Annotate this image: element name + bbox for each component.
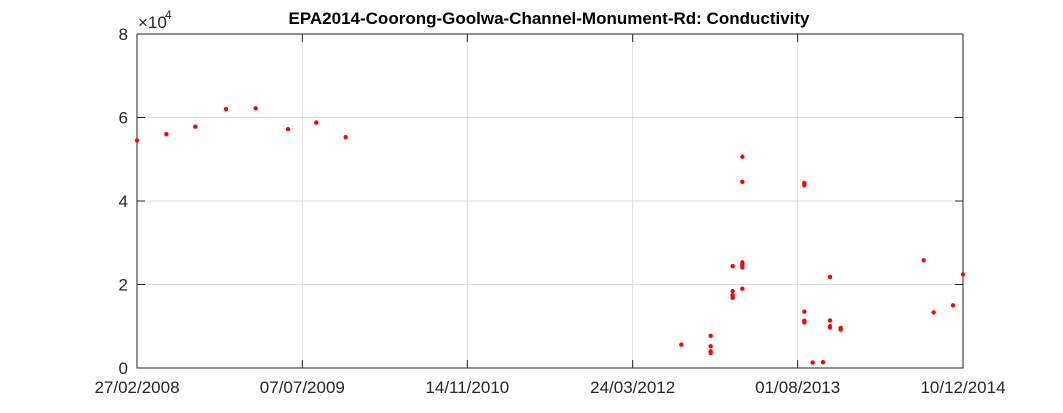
y-multiplier-exponent: 4 bbox=[165, 8, 172, 22]
data-point bbox=[820, 359, 826, 365]
data-point bbox=[931, 310, 936, 315]
data-point bbox=[950, 303, 956, 308]
data-point bbox=[134, 138, 140, 143]
data-point bbox=[708, 333, 713, 339]
chart-title: EPA2014-Coorong-Goolwa-Channel-Monument-… bbox=[288, 9, 810, 28]
x-tick-label: 24/03/2012 bbox=[590, 378, 675, 397]
data-point bbox=[679, 342, 684, 347]
x-tick-label: 14/11/2010 bbox=[425, 378, 509, 397]
data-point bbox=[314, 120, 319, 125]
axis-ticks bbox=[136, 33, 964, 369]
tick-labels: 27/02/2008 07/07/2009 14/11/2010 24/03/2012… bbox=[94, 25, 1005, 397]
y-multiplier-base: ×10 bbox=[138, 13, 167, 32]
data-point bbox=[730, 295, 735, 301]
data-point bbox=[921, 258, 926, 263]
data-point bbox=[827, 318, 833, 323]
data-point bbox=[285, 126, 291, 132]
data-point bbox=[253, 106, 258, 111]
data-point bbox=[343, 134, 348, 140]
y-tick-label: 2 bbox=[119, 276, 128, 295]
data-point bbox=[740, 286, 745, 291]
x-tick-label: 01/08/2013 bbox=[755, 378, 840, 397]
data-point bbox=[740, 154, 745, 159]
y-tick-label: 0 bbox=[119, 359, 128, 378]
data-point bbox=[802, 309, 807, 314]
data-point bbox=[810, 360, 815, 365]
data-point bbox=[730, 263, 735, 269]
data-point bbox=[740, 265, 745, 270]
data-point bbox=[802, 320, 807, 325]
data-points bbox=[134, 106, 966, 365]
y-axis-multiplier: ×10 4 bbox=[138, 8, 172, 32]
y-tick-label: 6 bbox=[119, 109, 128, 128]
data-point bbox=[708, 350, 713, 356]
y-tick-label: 8 bbox=[119, 25, 128, 44]
data-point bbox=[838, 327, 843, 332]
y-tick-label: 4 bbox=[119, 192, 128, 211]
data-point bbox=[960, 272, 966, 277]
data-point bbox=[802, 182, 807, 188]
data-point bbox=[740, 179, 745, 184]
data-point bbox=[827, 325, 833, 330]
grid-lines bbox=[136, 33, 964, 369]
data-point bbox=[193, 124, 198, 129]
data-point bbox=[827, 274, 833, 280]
x-tick-label: 27/02/2008 bbox=[94, 378, 179, 397]
data-point bbox=[164, 132, 169, 137]
x-tick-label: 10/12/2014 bbox=[920, 378, 1005, 397]
x-tick-label: 07/07/2009 bbox=[260, 378, 345, 397]
data-point bbox=[223, 106, 229, 112]
data-point bbox=[708, 344, 713, 349]
data-point bbox=[730, 288, 735, 294]
